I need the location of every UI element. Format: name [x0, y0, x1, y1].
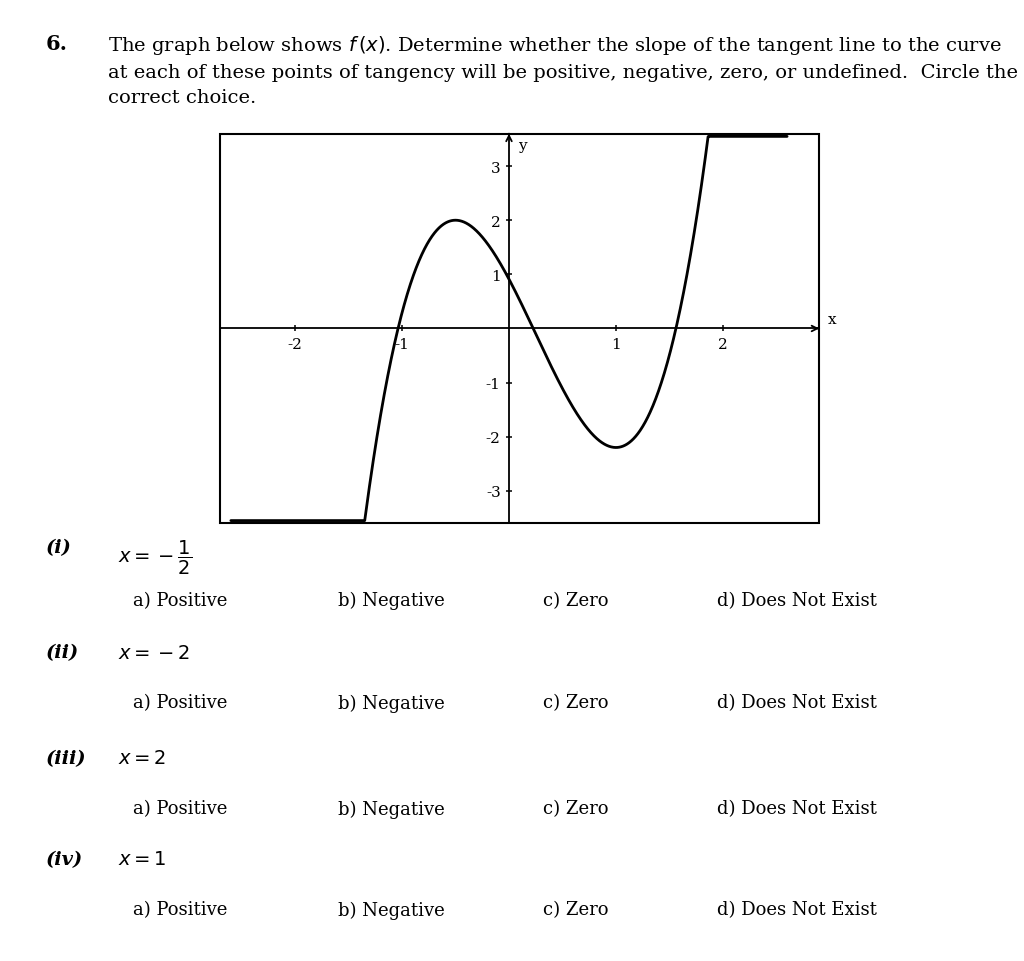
Text: (ii): (ii): [46, 644, 79, 662]
Text: c) Zero: c) Zero: [543, 900, 608, 919]
Text: $x = 1$: $x = 1$: [118, 850, 166, 869]
Text: c) Zero: c) Zero: [543, 800, 608, 818]
Text: a) Positive: a) Positive: [133, 900, 227, 919]
Text: a) Positive: a) Positive: [133, 591, 227, 609]
Text: d) Does Not Exist: d) Does Not Exist: [717, 900, 877, 919]
Text: b) Negative: b) Negative: [338, 591, 444, 609]
Text: a) Positive: a) Positive: [133, 800, 227, 818]
Text: b) Negative: b) Negative: [338, 694, 444, 712]
Text: $x = -\dfrac{1}{2}$: $x = -\dfrac{1}{2}$: [118, 538, 193, 577]
Text: The graph below shows $f\,(x)$. Determine whether the slope of the tangent line : The graph below shows $f\,(x)$. Determin…: [108, 34, 1018, 107]
Text: x: x: [827, 312, 837, 327]
Text: d) Does Not Exist: d) Does Not Exist: [717, 694, 877, 712]
Text: d) Does Not Exist: d) Does Not Exist: [717, 591, 877, 609]
Text: c) Zero: c) Zero: [543, 694, 608, 712]
Text: (i): (i): [46, 538, 72, 556]
Text: b) Negative: b) Negative: [338, 900, 444, 919]
Text: $x = -2$: $x = -2$: [118, 644, 190, 662]
Text: y: y: [517, 138, 526, 153]
Text: b) Negative: b) Negative: [338, 800, 444, 818]
Text: (iii): (iii): [46, 750, 87, 768]
Text: $x = 2$: $x = 2$: [118, 750, 166, 768]
Text: 6.: 6.: [46, 34, 68, 54]
Text: (iv): (iv): [46, 850, 83, 869]
Text: d) Does Not Exist: d) Does Not Exist: [717, 800, 877, 818]
Text: a) Positive: a) Positive: [133, 694, 227, 712]
Text: c) Zero: c) Zero: [543, 591, 608, 609]
